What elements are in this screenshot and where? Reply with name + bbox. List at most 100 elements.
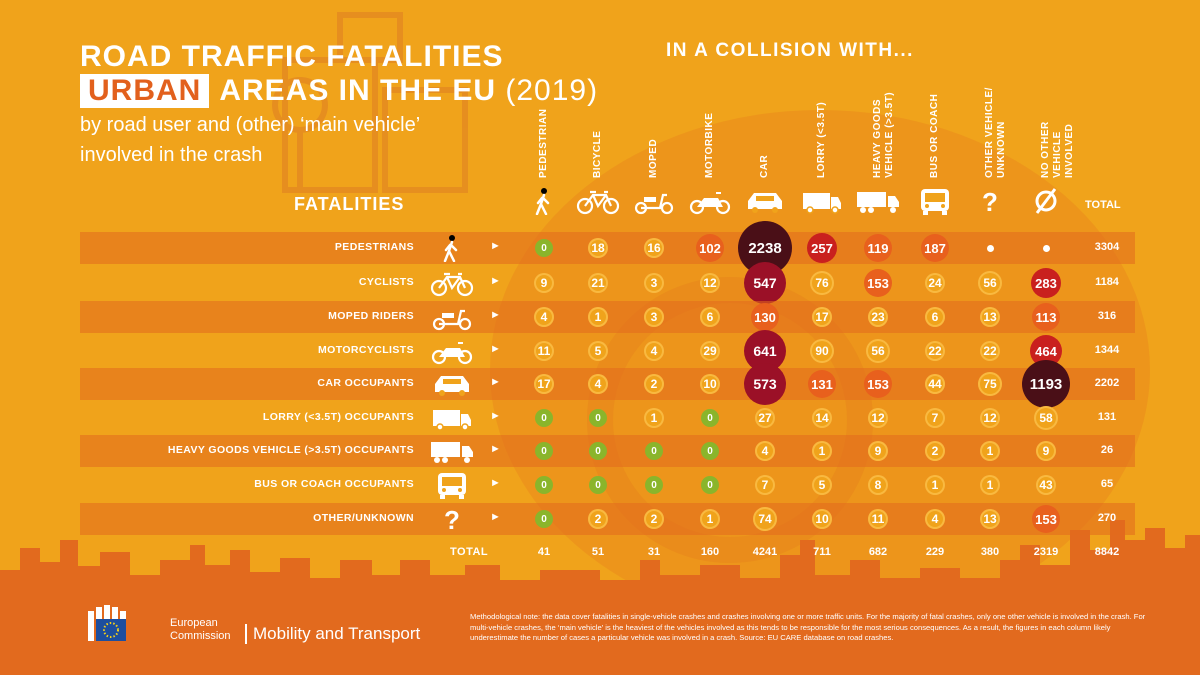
row-total: 65 (1100, 478, 1114, 490)
column-label: OTHER VEHICLE/ UNKNOWN (984, 87, 1007, 178)
bus-icon (438, 473, 466, 499)
value-cell: 1 (980, 441, 1000, 461)
car-icon (435, 376, 469, 396)
row-arrow: ► (490, 511, 501, 523)
value-cell: 9 (534, 273, 554, 293)
heavy-goods-icon (857, 192, 899, 213)
value-cell: 641 (744, 330, 786, 372)
value-cell: 74 (753, 507, 777, 531)
row-label: HEAVY GOODS VEHICLE (>3.5T) OCCUPANTS (167, 444, 414, 456)
row-total: 270 (1097, 512, 1117, 524)
column-label: MOTORBIKE (704, 112, 715, 178)
row-icon (430, 337, 474, 365)
column-icon (688, 187, 732, 215)
row-label: LORRY (<3.5T) OCCUPANTS (262, 411, 414, 423)
value-cell: 9 (1036, 441, 1056, 461)
column-total: 51 (591, 546, 605, 558)
row-icon (430, 303, 474, 331)
mobility-transport-label: Mobility and Transport (245, 624, 420, 644)
value-cell: 0 (589, 442, 607, 460)
row-label: OTHER/UNKNOWN (313, 512, 414, 524)
value-cell: 24 (925, 273, 945, 293)
value-cell: 90 (810, 339, 834, 363)
value-cell: 1 (700, 509, 720, 529)
lorry-icon (433, 410, 471, 431)
value-cell: 0 (589, 476, 607, 494)
column-icon (856, 187, 900, 215)
total-row-label: TOTAL (450, 546, 489, 558)
bus-icon (921, 189, 949, 215)
value-cell: 7 (755, 475, 775, 495)
subtitle: by road user and (other) ‘main vehicle’ … (80, 110, 420, 170)
value-cell: 0 (535, 476, 553, 494)
value-cell: 130 (751, 303, 779, 331)
row-arrow: ► (490, 240, 501, 252)
row-icon (430, 234, 474, 263)
value-cell: 2 (644, 509, 664, 529)
row-total: 1184 (1095, 276, 1119, 288)
value-cell: 12 (700, 273, 720, 293)
value-cell: 113 (1032, 303, 1060, 331)
value-cell: 2 (925, 441, 945, 461)
value-cell: 76 (810, 271, 834, 295)
value-cell: 153 (1032, 505, 1060, 533)
value-cell: 9 (868, 441, 888, 461)
row-icon (430, 404, 474, 432)
value-cell: 75 (978, 372, 1002, 396)
value-cell: 573 (744, 363, 786, 405)
row-arrow: ► (490, 376, 501, 388)
value-cell: 131 (808, 370, 836, 398)
value-cell: 1 (812, 441, 832, 461)
row-total: 1344 (1094, 344, 1120, 356)
value-cell: 4 (925, 509, 945, 529)
column-total: 2319 (1033, 546, 1059, 558)
column-icon (522, 187, 566, 216)
moped-icon (432, 309, 472, 331)
column-icon (913, 187, 957, 215)
pedestrian-icon (443, 235, 458, 263)
value-cell: 7 (925, 408, 945, 428)
row-total: 316 (1097, 310, 1117, 322)
value-cell: 12 (868, 408, 888, 428)
subtitle-line2: involved in the crash (80, 144, 263, 166)
column-total: 682 (868, 546, 888, 558)
column-icon: ? (968, 187, 1012, 217)
value-cell: 0 (535, 510, 553, 528)
value-cell: 21 (588, 273, 608, 293)
svg-text:?: ? (982, 187, 998, 215)
bicycle-icon (430, 272, 474, 297)
row-arrow: ► (490, 343, 501, 355)
row-label: CYCLISTS (358, 276, 414, 288)
heavy-goods-icon (431, 442, 473, 463)
empty-cell-dot (987, 245, 994, 252)
value-cell: 11 (868, 509, 888, 529)
lorry-icon (803, 193, 841, 214)
row-total: 2202 (1094, 377, 1120, 389)
title-line1: ROAD TRAFFIC FATALITIES (80, 40, 504, 73)
value-cell: 13 (980, 307, 1000, 327)
value-cell: 16 (644, 238, 664, 258)
value-cell: 4 (534, 307, 554, 327)
title-year: (2019) (505, 74, 599, 107)
european-commission-logo (88, 605, 126, 641)
row-total: 3304 (1094, 241, 1120, 253)
value-cell: 153 (864, 370, 892, 398)
value-cell: 3 (644, 307, 664, 327)
value-cell: 18 (588, 238, 608, 258)
value-cell: 23 (868, 307, 888, 327)
value-cell: 1 (588, 307, 608, 327)
value-cell: 4 (644, 341, 664, 361)
value-cell: 14 (812, 408, 832, 428)
title-line2-text: AREAS IN THE EU (219, 74, 497, 107)
pedestrian-icon (535, 188, 550, 216)
value-cell: 4 (588, 374, 608, 394)
urban-tag: URBAN (80, 74, 210, 108)
column-icon (743, 187, 787, 215)
value-cell: 6 (925, 307, 945, 327)
value-cell: 119 (864, 234, 892, 262)
methodological-note: Methodological note: the data cover fata… (470, 612, 1146, 642)
value-cell: 0 (645, 442, 663, 460)
row-icon (430, 437, 474, 465)
row-arrow: ► (490, 309, 501, 321)
column-total: 380 (980, 546, 1000, 558)
